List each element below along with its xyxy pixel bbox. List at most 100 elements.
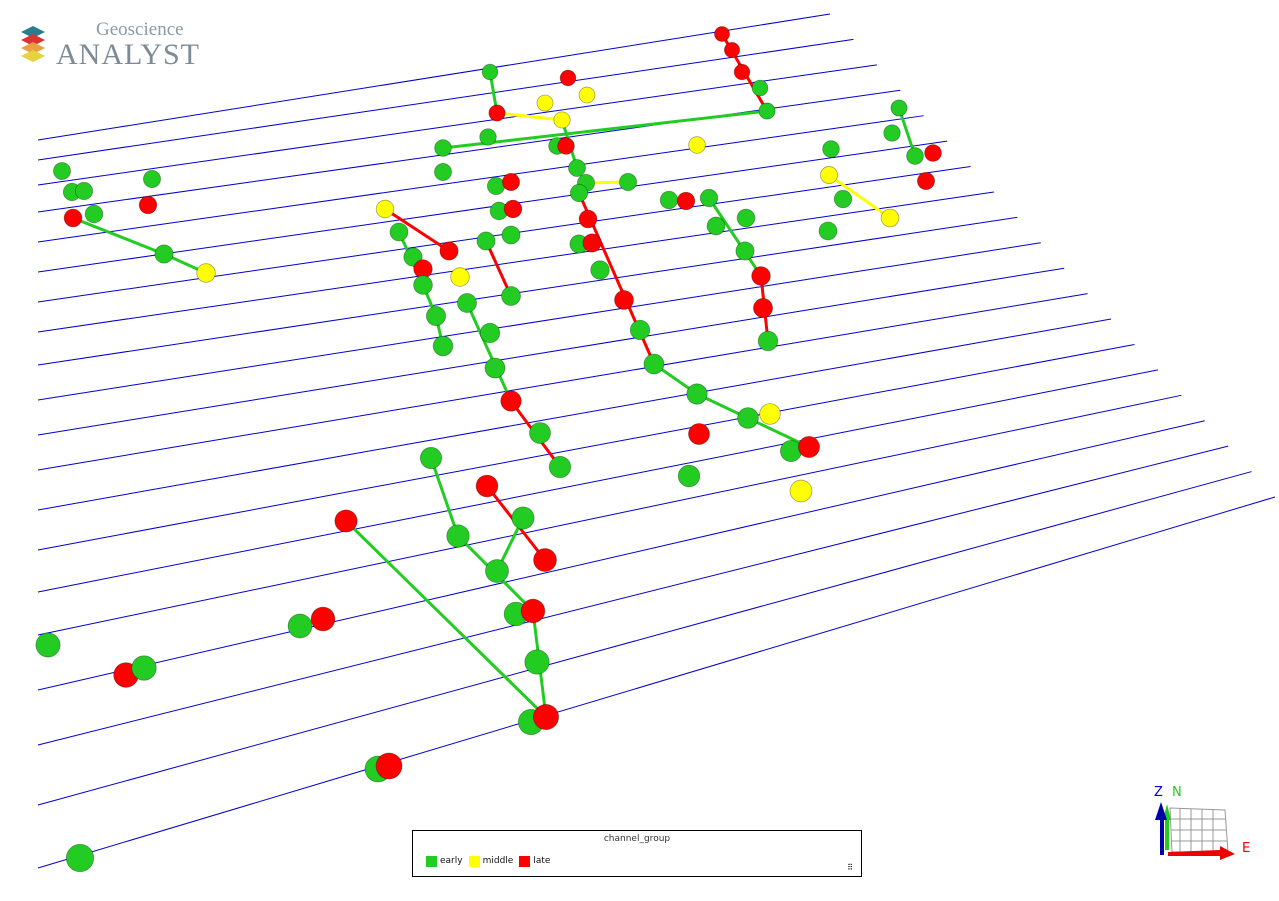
anomaly-sphere-middle [536,94,554,112]
anomaly-sphere-late [733,63,751,81]
anomaly-sphere-early [686,383,708,405]
channel-link [429,457,460,537]
anomaly-sphere-late [500,390,522,412]
anomaly-sphere-early [883,124,901,142]
anomaly-sphere-early [53,162,71,180]
logo-text-analyst: ANALYST [56,38,200,71]
anomaly-sphere-early [479,322,501,344]
anomaly-sphere-early [65,843,95,873]
anomaly-sphere-early [425,305,447,327]
profile-line [37,343,1135,551]
anomaly-sphere-early [590,260,610,280]
anomaly-sphere-early [35,632,61,658]
profile-line [37,445,1229,746]
anomaly-sphere-early [618,172,638,192]
anomaly-sphere-early [779,439,803,463]
logo-icon [21,26,45,62]
anomaly-sphere-early [818,221,838,241]
anomaly-sphere-early [479,128,497,146]
anomaly-sphere-late [310,606,336,632]
profile-line [37,38,854,161]
anomaly-sphere-early [486,176,506,196]
anomaly-sphere-early [735,241,755,261]
anomaly-sphere-late [533,548,557,572]
anomaly-sphere-late [714,26,730,42]
anomaly-sphere-middle [880,208,900,228]
anomaly-sphere-late [520,598,546,624]
anomaly-sphere-early [529,422,551,444]
anomaly-sphere-early [432,335,454,357]
profile-line [37,496,1276,869]
anomaly-sphere-early [131,655,157,681]
anomaly-sphere-late [751,266,771,286]
anomaly-sphere-early [706,216,726,236]
channel-link [484,240,513,297]
legend-label: middle [482,856,514,866]
anomaly-sphere-late [532,703,560,731]
anomaly-sphere-late [688,423,710,445]
anomaly-sphere-early [484,357,506,379]
anomaly-sphere-early [568,159,586,177]
channel-link [384,207,450,253]
anomaly-sphere-early [737,407,759,429]
orientation-axes: Z N E [1154,785,1250,860]
anomaly-sphere-early [890,99,908,117]
anomaly-sphere-early [659,190,679,210]
legend-item-early: early [426,856,463,867]
profile-line [37,318,1112,511]
anomaly-sphere-early [569,183,589,203]
anomaly-sphere-middle [375,199,395,219]
anomaly-sphere-middle [196,263,216,283]
anomaly-sphere-early [501,286,521,306]
profile-line [37,293,1088,471]
anomaly-sphere-early [736,208,756,228]
profile-line [37,420,1205,691]
anomaly-sphere-early [419,446,443,470]
anomaly-sphere-early [751,79,769,97]
profile-line [37,394,1182,636]
anomaly-sphere-early [413,275,433,295]
anomaly-sphere-early [446,524,470,548]
anomaly-sphere-early [434,163,452,181]
resize-grip-icon[interactable]: ⠿ [847,863,853,872]
anomaly-sphere-early [758,102,776,120]
e-label: E [1242,841,1250,856]
anomaly-sphere-middle [450,267,470,287]
legend-panel[interactable]: channel_group early middle late ⠿ [412,830,862,877]
profile-line [37,115,924,243]
anomaly-sphere-early [74,181,94,201]
anomaly-sphere-early [822,140,840,158]
channel-link [496,111,563,122]
channel-link [897,107,917,157]
anomaly-sphere-early [389,222,409,242]
legend-label: early [440,856,463,866]
profile-line [37,89,901,213]
anomaly-sphere-late [475,474,499,498]
anomaly-sphere-middle [789,479,813,503]
legend-swatch [468,856,480,867]
anomaly-sphere-early [485,559,509,583]
anomaly-sphere-early [677,464,701,488]
anomaly-sphere-late [582,233,602,253]
anomaly-sphere-late [578,209,598,229]
anomaly-sphere-late [753,298,773,318]
anomaly-sphere-late [488,104,506,122]
anomaly-sphere-late [924,144,942,162]
anomaly-sphere-early [287,613,313,639]
logo-text-geoscience: Geoscience [96,19,184,40]
legend-item-middle: middle [468,856,514,867]
app-logo: Geoscience ANALYST [18,19,200,71]
anomaly-sphere-late [797,435,821,459]
legend-title: channel_group [603,834,671,844]
anomaly-sphere-late [559,69,577,87]
legend-label: late [533,856,551,866]
anomaly-sphere-late [676,191,696,211]
profile-line [37,13,831,141]
anomaly-sphere-middle [553,111,571,129]
anomaly-sphere-early [434,139,452,157]
anomaly-sphere-late [63,208,83,228]
anomaly-sphere-early [757,330,779,352]
anomaly-sphere-early [476,231,496,251]
anomaly-sphere-late [614,290,634,310]
